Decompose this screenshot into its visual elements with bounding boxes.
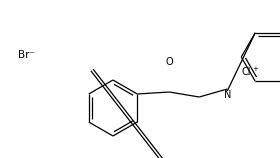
Text: N: N bbox=[223, 90, 231, 100]
Text: Cl: Cl bbox=[242, 67, 251, 77]
Text: Br⁻: Br⁻ bbox=[18, 50, 35, 60]
Text: O: O bbox=[165, 57, 173, 67]
Text: +: + bbox=[252, 66, 258, 72]
